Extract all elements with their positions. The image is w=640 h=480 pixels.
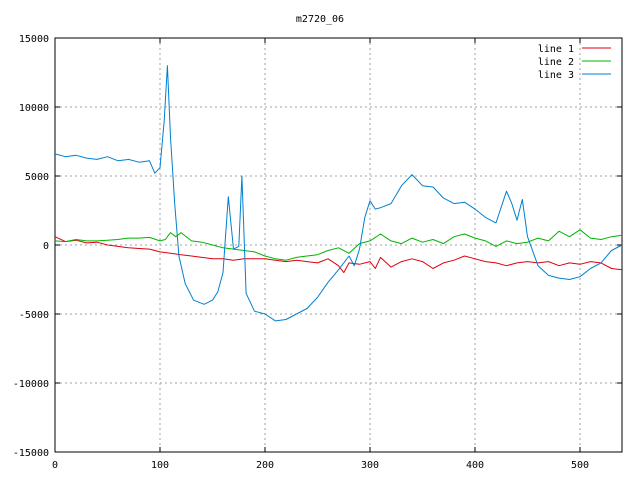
legend-label-1: line 1 <box>538 44 574 55</box>
y-tick-label: -5000 <box>19 310 49 321</box>
chart-title: m2720_06 <box>296 14 344 25</box>
y-tick-label: -10000 <box>13 379 49 390</box>
x-tick-label: 300 <box>361 460 379 471</box>
grid <box>55 38 622 452</box>
x-tick-label: 0 <box>52 460 58 471</box>
x-tick-label: 200 <box>256 460 274 471</box>
legend: line 1 line 2 line 3 <box>538 44 611 81</box>
y-tick-label: -15000 <box>13 448 49 459</box>
series-line-1 <box>54 236 623 274</box>
legend-label-2: line 2 <box>538 57 574 68</box>
series-line-2 <box>54 229 623 261</box>
series-group <box>54 65 623 322</box>
axis-ticks: 0 100 200 300 400 500 -15000 -10000 -5000 0 5000 10… <box>13 34 622 471</box>
y-tick-label: 0 <box>43 241 49 252</box>
y-tick-label: 15000 <box>19 34 49 45</box>
series-line-3 <box>54 65 623 322</box>
x-tick-label: 100 <box>151 460 169 471</box>
y-tick-label: 10000 <box>19 103 49 114</box>
x-tick-label: 400 <box>466 460 484 471</box>
x-tick-label: 500 <box>571 460 589 471</box>
y-tick-label: 5000 <box>25 172 49 183</box>
legend-label-3: line 3 <box>538 70 574 81</box>
